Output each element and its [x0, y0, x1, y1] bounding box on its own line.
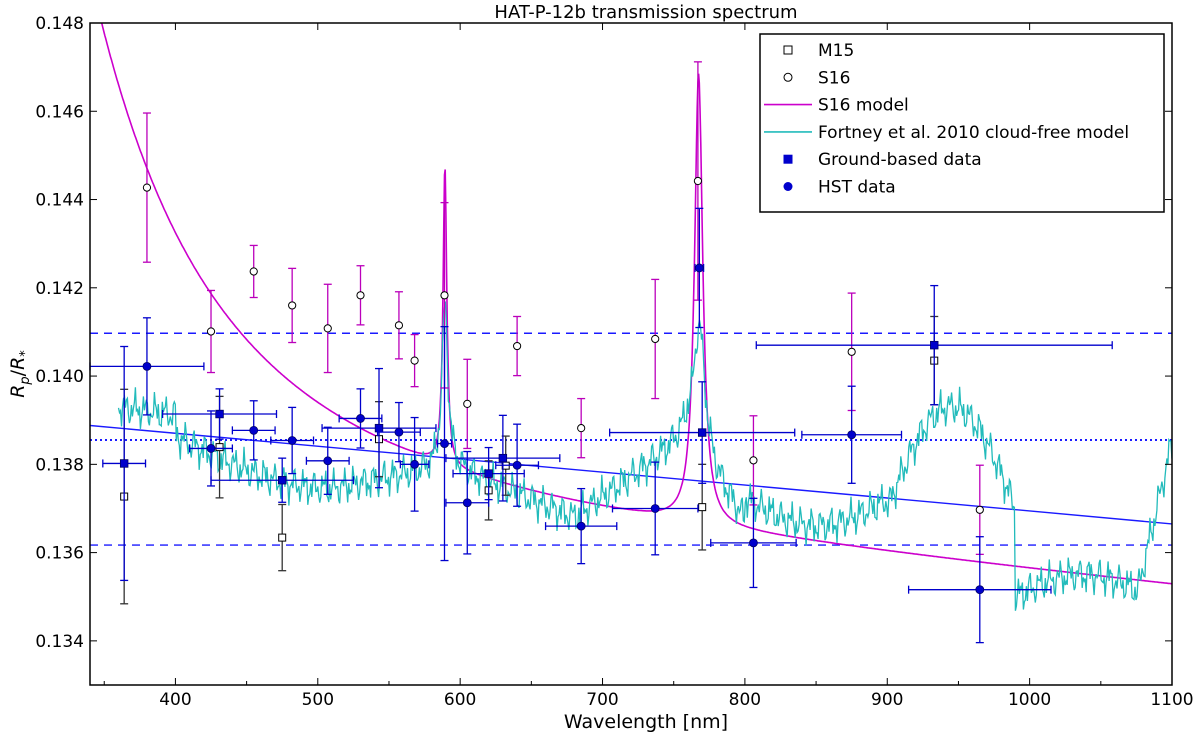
- legend-entry-2: S16: [783, 68, 850, 88]
- s16-model-curve: [100, 23, 1172, 585]
- legend-entry-6: HST data: [783, 178, 896, 198]
- legend-marker: [783, 45, 793, 55]
- legend-marker: [783, 182, 793, 191]
- legend-entry-1: M15: [783, 41, 854, 61]
- model-curves: [100, 23, 1172, 611]
- data-point: [513, 341, 522, 351]
- x-tick-label: 900: [871, 690, 903, 710]
- x-axis-label: Wavelength [nm]: [564, 711, 728, 733]
- data-point: [142, 361, 152, 371]
- svg-text:Rp/R*: Rp/R*: [7, 350, 33, 398]
- y-tick-label: 0.144: [35, 191, 84, 211]
- axes: 400 500 600 700 800 900 1000 1100 0.134 0.136 0.13…: [35, 14, 1193, 710]
- legend-label: Fortney et al. 2010 cloud-free model: [818, 123, 1129, 143]
- y-tick-label: 0.148: [35, 14, 84, 34]
- series-ground-based-data: [102, 284, 1113, 582]
- data-point: [847, 347, 856, 356]
- data-point: [462, 498, 472, 508]
- legend-label: S16: [818, 68, 850, 88]
- data-point: [278, 533, 287, 542]
- data-point: [410, 459, 420, 469]
- legend-entry-4: Fortney et al. 2010 cloud-free model: [764, 123, 1129, 143]
- x-tick-label: 500: [302, 690, 334, 710]
- x-tick-label: 700: [586, 690, 618, 710]
- legend-marker: [783, 154, 793, 164]
- data-point: [249, 267, 258, 276]
- y-tick-label: 0.146: [35, 102, 84, 122]
- series-s16: [142, 61, 984, 556]
- data-point: [215, 409, 224, 419]
- plot-frame: [89, 22, 1173, 686]
- data-point: [930, 340, 939, 350]
- data-point: [410, 356, 419, 365]
- data-point: [463, 399, 472, 408]
- data-point: [206, 327, 216, 336]
- data-point: [119, 459, 129, 468]
- data-point: [650, 504, 660, 513]
- data-point: [693, 176, 703, 186]
- data-point: [577, 424, 586, 433]
- y-label-p: p: [18, 376, 33, 385]
- data-point: [975, 505, 984, 514]
- y-tick-label: 0.142: [35, 279, 84, 299]
- data-point: [215, 443, 224, 452]
- chart-title: HAT-P-12b transmission spectrum: [494, 2, 797, 23]
- data-points: [89, 61, 1113, 644]
- data-point: [749, 538, 758, 548]
- data-point: [323, 456, 333, 466]
- data-point: [697, 428, 707, 437]
- legend-entry-3: S16 model: [764, 96, 909, 116]
- data-point: [484, 469, 493, 478]
- y-axis-label: Rp/R*: [7, 350, 33, 398]
- data-point: [651, 334, 660, 344]
- y-tick-label: 0.138: [35, 455, 84, 475]
- data-point: [698, 503, 707, 512]
- data-point: [576, 521, 586, 531]
- y-label-star: *: [18, 350, 33, 357]
- data-point: [356, 291, 365, 300]
- y-label-r: R: [7, 385, 29, 398]
- y-tick-label: 0.136: [35, 544, 84, 564]
- fortney-model-curve: [117, 301, 1172, 611]
- legend-marker: [783, 72, 793, 82]
- x-tick-label: 600: [444, 690, 476, 710]
- x-tick-label: 1000: [1008, 690, 1051, 710]
- x-tick-label: 400: [159, 690, 191, 710]
- x-tick-label: 800: [729, 690, 761, 710]
- data-point: [288, 301, 297, 310]
- data-point: [440, 291, 449, 300]
- legend-entry-5: Ground-based data: [783, 150, 982, 170]
- legend: M15 S16 S16 model Fortney et al. 2010 cloud…: [759, 33, 1165, 213]
- data-point: [975, 585, 985, 595]
- data-point: [847, 430, 857, 440]
- legend-label: Ground-based data: [818, 150, 982, 170]
- data-point: [323, 324, 332, 333]
- y-tick-label: 0.134: [35, 632, 84, 652]
- legend-label: S16 model: [818, 96, 909, 116]
- data-point: [249, 425, 259, 435]
- data-point: [394, 427, 404, 437]
- data-point: [749, 456, 758, 465]
- data-point: [694, 263, 704, 273]
- series-hst-data: [89, 207, 1052, 644]
- data-point: [498, 453, 508, 463]
- data-point: [206, 444, 216, 453]
- data-point: [374, 423, 384, 433]
- data-point: [394, 321, 404, 330]
- data-point: [277, 476, 287, 485]
- y-tick-label: 0.140: [35, 367, 84, 387]
- data-point: [512, 460, 522, 470]
- data-point: [440, 439, 449, 448]
- x-tick-label: 1100: [1150, 690, 1193, 710]
- data-point: [287, 436, 297, 445]
- y-label-slash: /: [7, 369, 29, 376]
- data-point: [142, 183, 152, 192]
- y-label-rstar: R: [7, 357, 29, 370]
- data-point: [356, 414, 365, 423]
- legend-label: HST data: [818, 178, 896, 198]
- legend-label: M15: [818, 41, 854, 61]
